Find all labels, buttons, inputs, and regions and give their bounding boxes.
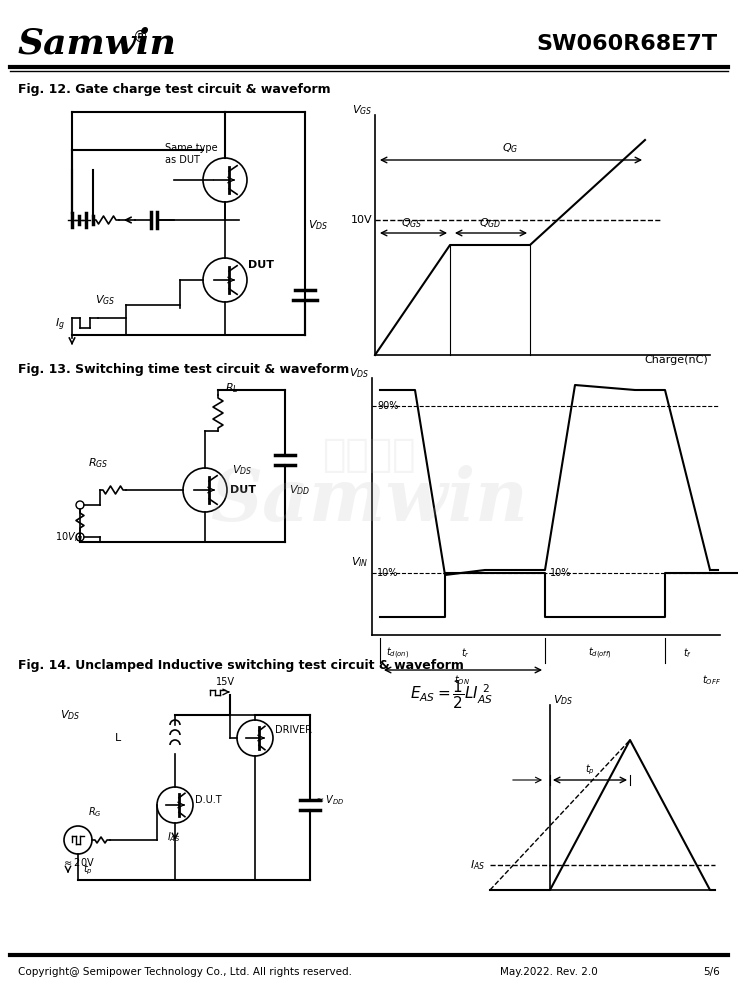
Text: $E_{AS}=\dfrac{1}{2}LI_{AS}^{\ 2}$: $E_{AS}=\dfrac{1}{2}LI_{AS}^{\ 2}$ — [410, 679, 493, 711]
Text: 15V: 15V — [215, 677, 235, 687]
Text: May.2022. Rev. 2.0: May.2022. Rev. 2.0 — [500, 967, 598, 977]
Text: $\approx V_{DD}$: $\approx V_{DD}$ — [314, 793, 345, 807]
Text: Copyright@ Semipower Technology Co., Ltd. All rights reserved.: Copyright@ Semipower Technology Co., Ltd… — [18, 967, 352, 977]
Text: $t_p$: $t_p$ — [83, 863, 93, 877]
Text: $V_{DS}$: $V_{DS}$ — [232, 463, 252, 477]
Text: $\approx$20V: $\approx$20V — [61, 856, 94, 868]
Text: $Q_{GD}$: $Q_{GD}$ — [479, 216, 501, 230]
Text: $R_{GS}$: $R_{GS}$ — [88, 456, 108, 470]
Text: $R_G$: $R_G$ — [88, 805, 102, 819]
Text: D.U.T: D.U.T — [195, 795, 221, 805]
Text: Fig. 12. Gate charge test circuit & waveform: Fig. 12. Gate charge test circuit & wave… — [18, 84, 331, 97]
Text: $t_{d(off)}$: $t_{d(off)}$ — [588, 645, 612, 661]
Text: $t_f$: $t_f$ — [683, 646, 692, 660]
Text: $10V_{IN}$: $10V_{IN}$ — [55, 530, 83, 544]
Text: $t_r$: $t_r$ — [461, 646, 469, 660]
Text: $V_{GS}$: $V_{GS}$ — [95, 293, 115, 307]
Text: $t_{ON}$: $t_{ON}$ — [454, 673, 470, 687]
Text: ®: ® — [133, 29, 148, 44]
Text: L: L — [115, 733, 121, 743]
Text: 90%: 90% — [377, 401, 399, 411]
Text: DUT: DUT — [248, 260, 274, 270]
Text: $V_{IN}$: $V_{IN}$ — [351, 555, 369, 569]
Text: $R_L$: $R_L$ — [225, 381, 238, 395]
Text: $t_{OFF}$: $t_{OFF}$ — [703, 673, 722, 687]
Text: Fig. 13. Switching time test circuit & waveform: Fig. 13. Switching time test circuit & w… — [18, 363, 349, 376]
Text: $V_{GS}$: $V_{GS}$ — [352, 103, 372, 117]
Text: $V_{DS}$: $V_{DS}$ — [349, 366, 369, 380]
Text: $Q_{GS}$: $Q_{GS}$ — [401, 216, 423, 230]
Text: as DUT: as DUT — [165, 155, 200, 165]
Text: Charge(nC): Charge(nC) — [644, 355, 708, 365]
Text: $V_{DS}$: $V_{DS}$ — [60, 708, 80, 722]
Text: $V_{DD}$: $V_{DD}$ — [289, 483, 310, 497]
Text: $t_{d(on)}$: $t_{d(on)}$ — [386, 645, 410, 661]
Text: Samwin: Samwin — [210, 464, 528, 536]
Text: 5/6: 5/6 — [703, 967, 720, 977]
Text: 10V: 10V — [351, 215, 372, 225]
Text: 10%: 10% — [377, 568, 399, 578]
Text: DRIVER: DRIVER — [275, 725, 312, 735]
Text: $V_{DS}$: $V_{DS}$ — [553, 693, 573, 707]
Text: $I_{AS}$: $I_{AS}$ — [469, 858, 485, 872]
Text: 10%: 10% — [550, 568, 571, 578]
Text: $Q_G$: $Q_G$ — [502, 141, 518, 155]
Text: $V_{DS}$: $V_{DS}$ — [308, 218, 328, 232]
Text: $I_g$: $I_g$ — [55, 317, 65, 333]
Text: Samwin: Samwin — [18, 27, 177, 61]
Text: DUT: DUT — [230, 485, 256, 495]
Text: Same type: Same type — [165, 143, 218, 153]
Text: $t_p$: $t_p$ — [585, 763, 595, 777]
Text: Fig. 14. Unclamped Inductive switching test circuit & waveform: Fig. 14. Unclamped Inductive switching t… — [18, 658, 464, 672]
Text: SW060R68E7T: SW060R68E7T — [537, 34, 718, 54]
Text: 示范保样: 示范保样 — [323, 436, 415, 474]
Text: $I_{AS}$: $I_{AS}$ — [167, 830, 181, 844]
